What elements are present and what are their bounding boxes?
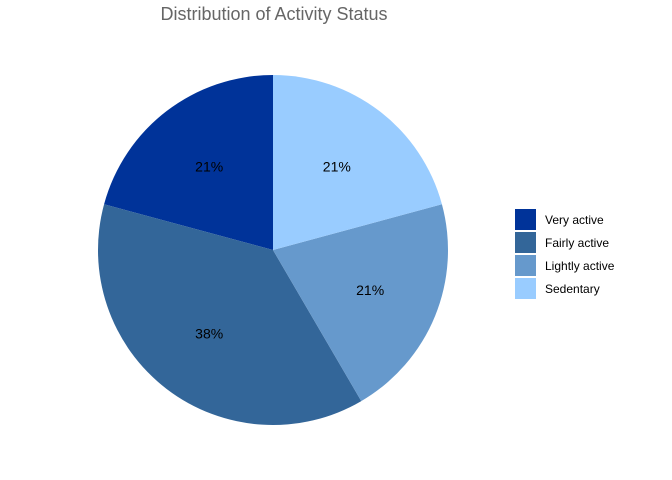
legend-label: Fairly active <box>545 236 609 250</box>
slice-percent-label: 38% <box>195 325 223 341</box>
legend-swatch <box>515 278 536 299</box>
pie-slice-very-active <box>104 75 273 250</box>
legend-label: Sedentary <box>545 282 600 296</box>
slice-percent-label: 21% <box>356 282 384 298</box>
legend-swatch <box>515 232 536 253</box>
legend-label: Lightly active <box>545 259 615 273</box>
legend-swatch <box>515 255 536 276</box>
legend-swatch <box>515 209 536 230</box>
legend: Very active Fairly active Lightly active Se… <box>515 209 615 299</box>
slice-percent-label: 21% <box>323 159 351 175</box>
pie-slice-sedentary <box>273 75 442 250</box>
legend-label: Very active <box>545 213 604 227</box>
pie-labels: 21% 38% 21% 21% <box>195 159 384 342</box>
slice-percent-label: 21% <box>195 159 223 175</box>
pie-slice-lightly-active <box>273 204 448 402</box>
pie-slice-fairly-active <box>97 204 362 426</box>
pie-slices <box>97 75 448 426</box>
chart-title: Distribution of Activity Status <box>160 4 387 24</box>
